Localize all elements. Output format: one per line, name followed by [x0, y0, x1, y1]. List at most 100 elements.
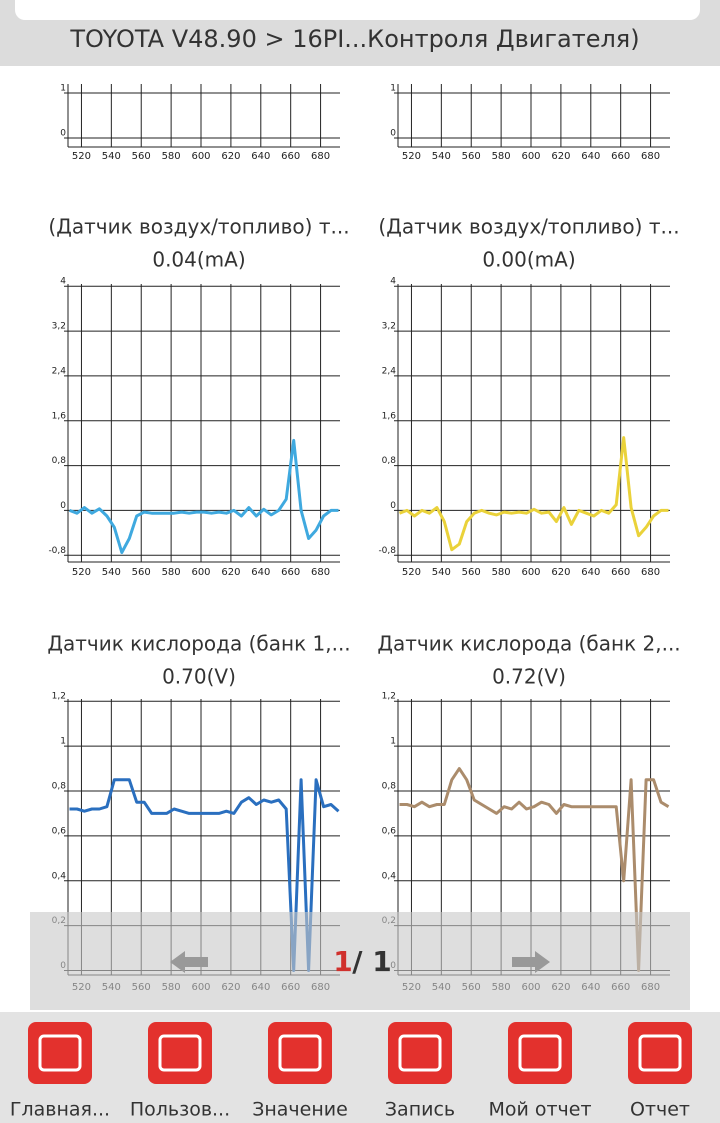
chart-value: 0.04(mA) — [152, 248, 245, 272]
nav-icon — [508, 1022, 572, 1084]
next-arrow[interactable] — [512, 951, 550, 973]
y-tick-label: -0,8 — [378, 546, 396, 556]
y-tick-label: 1 — [60, 737, 66, 747]
x-tick-label: 600 — [521, 151, 540, 162]
y-tick-label: 2,4 — [52, 366, 67, 376]
nav-icon — [388, 1022, 452, 1084]
nav-icon-detail — [638, 1034, 682, 1072]
charts: 520 540 560 580 600 620 640 660 680 0 1 520 540 560 58… — [47, 84, 680, 994]
y-tick-label: 0,8 — [52, 456, 67, 466]
x-tick-label: 640 — [581, 567, 600, 578]
nav-icon-detail — [158, 1034, 202, 1072]
y-tick-label: 1,2 — [382, 692, 396, 702]
x-tick-label: 680 — [641, 567, 660, 578]
x-tick-label: 580 — [492, 567, 511, 578]
nav-item[interactable]: Значение — [252, 1022, 348, 1121]
x-tick-label: 600 — [191, 567, 210, 578]
x-tick-label: 560 — [132, 567, 151, 578]
y-tick-label: 0,6 — [382, 826, 397, 836]
prev-arrow[interactable] — [170, 951, 208, 973]
y-tick-label: 4 — [60, 277, 66, 287]
x-tick-label: 560 — [132, 151, 151, 162]
nav-icon-detail — [518, 1034, 562, 1072]
nav-icon-detail — [38, 1034, 82, 1072]
nav-item[interactable]: Главная... — [10, 1022, 110, 1121]
x-tick-label: 660 — [611, 151, 630, 162]
y-tick-label: 0 — [390, 501, 396, 511]
x-tick-label: 540 — [432, 151, 451, 162]
y-tick-label: 1 — [390, 84, 396, 94]
nav-label: Мой отчет — [488, 1099, 591, 1121]
nav-icon-detail — [278, 1034, 322, 1072]
y-tick-label: 1 — [60, 84, 66, 94]
y-tick-label: 0,8 — [382, 782, 397, 792]
y-tick-label: 3,2 — [52, 322, 66, 332]
chart-title: (Датчик воздух/топливо) т... — [378, 215, 679, 239]
x-tick-label: 620 — [551, 151, 570, 162]
x-tick-label: 540 — [102, 567, 121, 578]
x-tick-label: 520 — [72, 151, 91, 162]
nav-label: Значение — [252, 1099, 348, 1121]
data-line — [399, 767, 670, 972]
chart-title: Датчик кислорода (банк 2,... — [377, 632, 680, 656]
pager-overlay — [30, 912, 690, 1010]
y-tick-label: 1,2 — [52, 692, 66, 702]
x-tick-label: 620 — [221, 567, 240, 578]
y-tick-label: 3,2 — [382, 322, 396, 332]
nav-item[interactable]: Мой отчет — [488, 1022, 592, 1121]
y-tick-label: 0 — [390, 129, 396, 139]
nav-item[interactable]: Пользов... — [130, 1022, 230, 1121]
chart-title: Датчик кислорода (банк 1,... — [47, 632, 350, 656]
x-tick-label: 580 — [492, 151, 511, 162]
y-tick-label: -0,8 — [48, 546, 66, 556]
x-tick-label: 540 — [432, 567, 451, 578]
y-tick-label: 0,8 — [382, 456, 397, 466]
x-tick-label: 660 — [611, 567, 630, 578]
y-tick-label: 0,4 — [52, 871, 67, 881]
x-tick-label: 600 — [521, 567, 540, 578]
x-tick-label: 660 — [281, 567, 300, 578]
data-line — [68, 438, 339, 554]
page-current: 1 — [333, 945, 352, 978]
nav-item[interactable]: Отчет — [628, 1022, 692, 1121]
nav-icon — [268, 1022, 332, 1084]
nav-icon — [628, 1022, 692, 1084]
x-tick-label: 640 — [251, 567, 270, 578]
chart-title: (Датчик воздух/топливо) т... — [48, 215, 349, 239]
header-title: TOYOTA V48.90 > 16PI...Контроля Двигател… — [69, 25, 639, 53]
nav: Главная... Пользов... Значение Запись Мой от… — [10, 1022, 692, 1121]
x-tick-label: 620 — [551, 567, 570, 578]
x-tick-label: 600 — [191, 151, 210, 162]
nav-label: Запись — [385, 1099, 455, 1121]
page-total: / 1 — [352, 945, 391, 978]
chart-value: 0.70(V) — [162, 665, 236, 689]
x-tick-label: 680 — [311, 151, 330, 162]
x-tick-label: 520 — [402, 151, 421, 162]
y-tick-label: 0,4 — [382, 871, 397, 881]
x-tick-label: 540 — [102, 151, 121, 162]
y-tick-label: 0 — [60, 501, 66, 511]
x-tick-label: 520 — [402, 567, 421, 578]
x-tick-label: 680 — [641, 151, 660, 162]
x-tick-label: 560 — [462, 567, 481, 578]
y-tick-label: 1 — [390, 737, 396, 747]
x-tick-label: 640 — [581, 151, 600, 162]
nav-label: Главная... — [10, 1099, 110, 1121]
x-tick-label: 580 — [162, 567, 181, 578]
y-tick-label: 0,8 — [52, 782, 67, 792]
nav-icon-detail — [398, 1034, 442, 1072]
x-tick-label: 620 — [221, 151, 240, 162]
nav-icon — [148, 1022, 212, 1084]
nav-item[interactable]: Запись — [385, 1022, 455, 1121]
y-tick-label: 2,4 — [382, 366, 397, 376]
chart-value: 0.72(V) — [492, 665, 566, 689]
y-tick-label: 0,6 — [52, 826, 67, 836]
nav-bar — [0, 1012, 720, 1123]
nav-label: Пользов... — [130, 1099, 230, 1121]
x-tick-label: 580 — [162, 151, 181, 162]
x-tick-label: 560 — [462, 151, 481, 162]
x-tick-label: 660 — [281, 151, 300, 162]
x-tick-label: 680 — [311, 567, 330, 578]
x-tick-label: 520 — [72, 567, 91, 578]
